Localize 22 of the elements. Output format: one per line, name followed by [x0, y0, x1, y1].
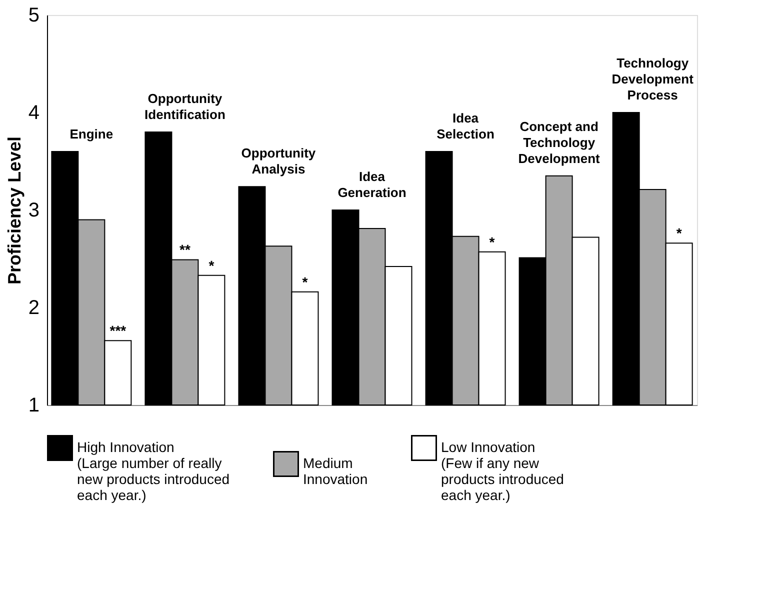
- x-tick-label: Idea Generation: [338, 169, 406, 200]
- data-label: *: [489, 234, 496, 250]
- y-tick-label: 3: [28, 200, 40, 222]
- data-label: *: [208, 257, 215, 274]
- y-tick-label: 5: [28, 4, 40, 26]
- legend-label: Medium Innovation: [303, 455, 368, 487]
- y-tick-label: 4: [28, 102, 40, 124]
- x-tick-label: Idea Selection: [436, 110, 494, 142]
- y-axis-title: Proficiency Level: [4, 136, 24, 285]
- data-label: *: [676, 225, 682, 242]
- legend-label: High Innovation (Large number of really new products introduced each year.): [77, 439, 230, 503]
- y-tick-label: 2: [28, 297, 40, 319]
- data-label: ***: [110, 322, 127, 339]
- x-tick-label: Technology Development Process: [612, 56, 694, 102]
- data-label: *: [302, 274, 308, 290]
- y-tick-label: 1: [28, 394, 40, 416]
- x-tick-label: Concept and Technology Development: [518, 118, 601, 166]
- x-tick-label: Opportunity Analysis: [241, 146, 316, 177]
- x-tick-label: Opportunity Identification: [144, 91, 226, 122]
- data-label: **: [179, 242, 191, 258]
- legend-label: Low Innovation (Few if any new products introduced each year.): [441, 439, 564, 503]
- x-tick-label: Engine: [70, 126, 114, 142]
